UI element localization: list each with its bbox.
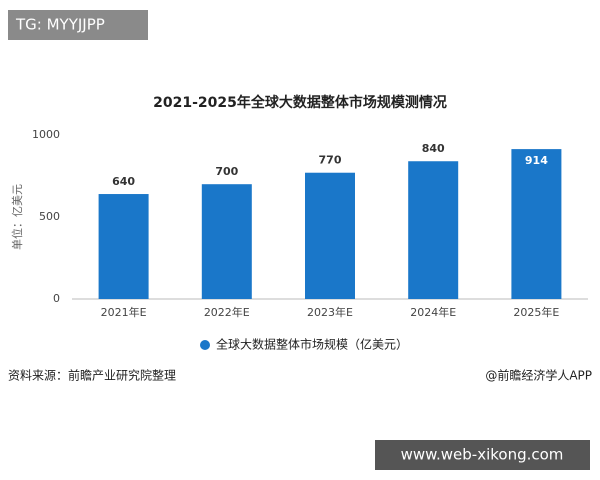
y-tick-label: 500 — [39, 210, 60, 223]
credit: @前瞻经济学人APP — [485, 368, 592, 383]
source: 资料来源：前瞻产业研究院整理 — [8, 368, 176, 383]
data-label: 640 — [112, 175, 135, 188]
x-tick-label: 2022年E — [204, 305, 250, 319]
y-axis-title: 单位：亿美元 — [10, 184, 24, 250]
bar — [511, 149, 562, 299]
legend-marker — [200, 340, 210, 350]
bar — [408, 161, 459, 299]
bar — [98, 194, 149, 299]
x-tick-label: 2025年E — [513, 305, 559, 319]
bar — [201, 184, 252, 299]
x-tick-label: 2023年E — [307, 305, 353, 319]
y-tick-label: 1000 — [32, 128, 60, 141]
badge-box — [8, 10, 148, 40]
data-label: 770 — [319, 154, 342, 167]
data-label: 840 — [422, 142, 445, 155]
data-label: 914 — [525, 154, 548, 167]
legend-label: 全球大数据整体市场规模（亿美元） — [216, 337, 408, 352]
chart-title: 2021-2025年全球大数据整体市场规模测情况 — [153, 94, 447, 111]
x-tick-label: 2024年E — [410, 305, 456, 319]
y-tick-label: 0 — [53, 292, 60, 305]
watermark-box — [375, 440, 590, 470]
x-tick-label: 2021年E — [101, 305, 147, 319]
bar — [305, 172, 355, 299]
data-label: 700 — [215, 165, 238, 178]
badge: TG: MYYJJPP — [15, 16, 105, 34]
watermark: www.web-xikong.com — [401, 446, 564, 464]
